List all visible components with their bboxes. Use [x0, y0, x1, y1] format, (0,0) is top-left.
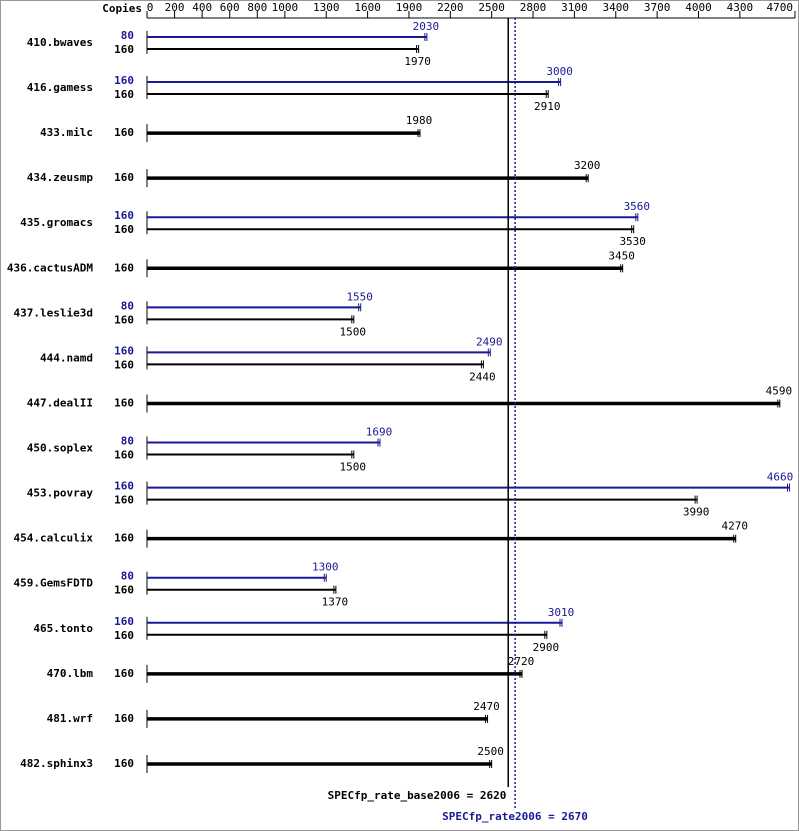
x-tick-label: 2500 [478, 1, 505, 14]
x-tick-label: 3100 [561, 1, 588, 14]
benchmark-label: 459.GemsFDTD [14, 577, 94, 590]
benchmark-label: 465.tonto [33, 622, 93, 635]
base-value-label: 2500 [477, 745, 504, 758]
base-copies: 160 [114, 449, 134, 462]
base-copies: 160 [114, 494, 134, 507]
base-value-label: 3990 [683, 506, 710, 519]
peak-value-label: 3560 [624, 200, 651, 213]
base-value-label: 3530 [619, 235, 646, 248]
benchmark-label: 434.zeusmp [27, 171, 94, 184]
base-copies: 160 [114, 358, 134, 371]
peak-value-label: 1690 [366, 426, 393, 439]
peak-value-label: 2490 [476, 335, 503, 348]
benchmark-label: 436.cactusADM [7, 261, 93, 274]
base-copies: 160 [114, 667, 134, 680]
peak-copies: 160 [114, 480, 134, 493]
peak-value-label: 1300 [312, 561, 339, 574]
x-tick-label: 0 [147, 1, 154, 14]
peak-value-label: 1550 [346, 290, 373, 303]
base-copies: 160 [114, 223, 134, 236]
peak-copies: 160 [114, 209, 134, 222]
x-tick-label: 2800 [520, 1, 547, 14]
base-value-label: 1980 [406, 114, 433, 127]
base-copies: 160 [114, 712, 134, 725]
peak-copies: 160 [114, 74, 134, 87]
peak-copies: 80 [121, 570, 134, 583]
x-tick-label: 400 [192, 1, 212, 14]
benchmark-label: 481.wrf [47, 712, 93, 725]
x-tick-label: 1300 [313, 1, 340, 14]
benchmark-label: 454.calculix [14, 532, 94, 545]
base-value-label: 4270 [721, 520, 748, 533]
x-tick-label: 2200 [437, 1, 464, 14]
benchmark-label: 470.lbm [47, 667, 94, 680]
benchmark-label: 444.namd [40, 351, 93, 364]
base-copies: 160 [114, 584, 134, 597]
benchmark-label: 453.povray [27, 487, 94, 500]
base-value-label: 1500 [340, 461, 367, 474]
base-copies: 160 [114, 88, 134, 101]
x-tick-label: 800 [247, 1, 267, 14]
base-copies: 160 [114, 171, 134, 184]
base-value-label: 2470 [473, 700, 500, 713]
benchmark-label: 447.dealII [27, 396, 93, 409]
x-tick-label: 200 [165, 1, 185, 14]
peak-value-label: 2030 [413, 20, 440, 33]
copies-header: Copies [102, 2, 142, 15]
benchmark-label: 437.leslie3d [14, 306, 93, 319]
benchmark-label: 435.gromacs [20, 216, 93, 229]
x-tick-label: 4300 [727, 1, 754, 14]
benchmark-label: 416.gamess [27, 81, 93, 94]
x-tick-label: 1900 [396, 1, 423, 14]
x-tick-label: 4700 [767, 1, 794, 14]
peak-copies: 80 [121, 29, 134, 42]
base-metric-label: SPECfp_rate_base2006 = 2620 [328, 789, 507, 802]
x-tick-label: 3400 [603, 1, 630, 14]
x-tick-label: 1000 [272, 1, 299, 14]
benchmark-label: 482.sphinx3 [20, 757, 93, 770]
benchmark-label: 450.soplex [27, 442, 94, 455]
peak-metric-label: SPECfp_rate2006 = 2670 [442, 810, 588, 823]
peak-value-label: 4660 [767, 471, 794, 484]
x-tick-label: 1600 [354, 1, 381, 14]
base-value-label: 1370 [322, 596, 349, 609]
peak-copies: 160 [114, 344, 134, 357]
peak-copies: 80 [121, 435, 134, 448]
base-copies: 160 [114, 629, 134, 642]
peak-value-label: 3000 [546, 65, 573, 78]
base-value-label: 2720 [508, 655, 535, 668]
base-value-label: 1500 [340, 325, 367, 338]
benchmark-label: 410.bwaves [27, 36, 93, 49]
base-value-label: 2910 [534, 100, 561, 113]
x-tick-label: 4000 [685, 1, 712, 14]
peak-copies: 80 [121, 299, 134, 312]
base-value-label: 4590 [766, 384, 793, 397]
base-copies: 160 [114, 396, 134, 409]
base-copies: 160 [114, 532, 134, 545]
base-copies: 160 [114, 757, 134, 770]
base-value-label: 2900 [533, 641, 560, 654]
base-value-label: 1970 [404, 55, 431, 68]
base-copies: 160 [114, 43, 134, 56]
peak-value-label: 3010 [548, 606, 575, 619]
benchmark-label: 433.milc [40, 126, 93, 139]
x-tick-label: 600 [220, 1, 240, 14]
base-copies: 160 [114, 261, 134, 274]
base-value-label: 2440 [469, 370, 496, 383]
base-value-label: 3450 [608, 249, 635, 262]
base-copies: 160 [114, 313, 134, 326]
x-tick-label: 3700 [644, 1, 671, 14]
base-copies: 160 [114, 126, 134, 139]
peak-copies: 160 [114, 615, 134, 628]
base-value-label: 3200 [574, 159, 601, 172]
